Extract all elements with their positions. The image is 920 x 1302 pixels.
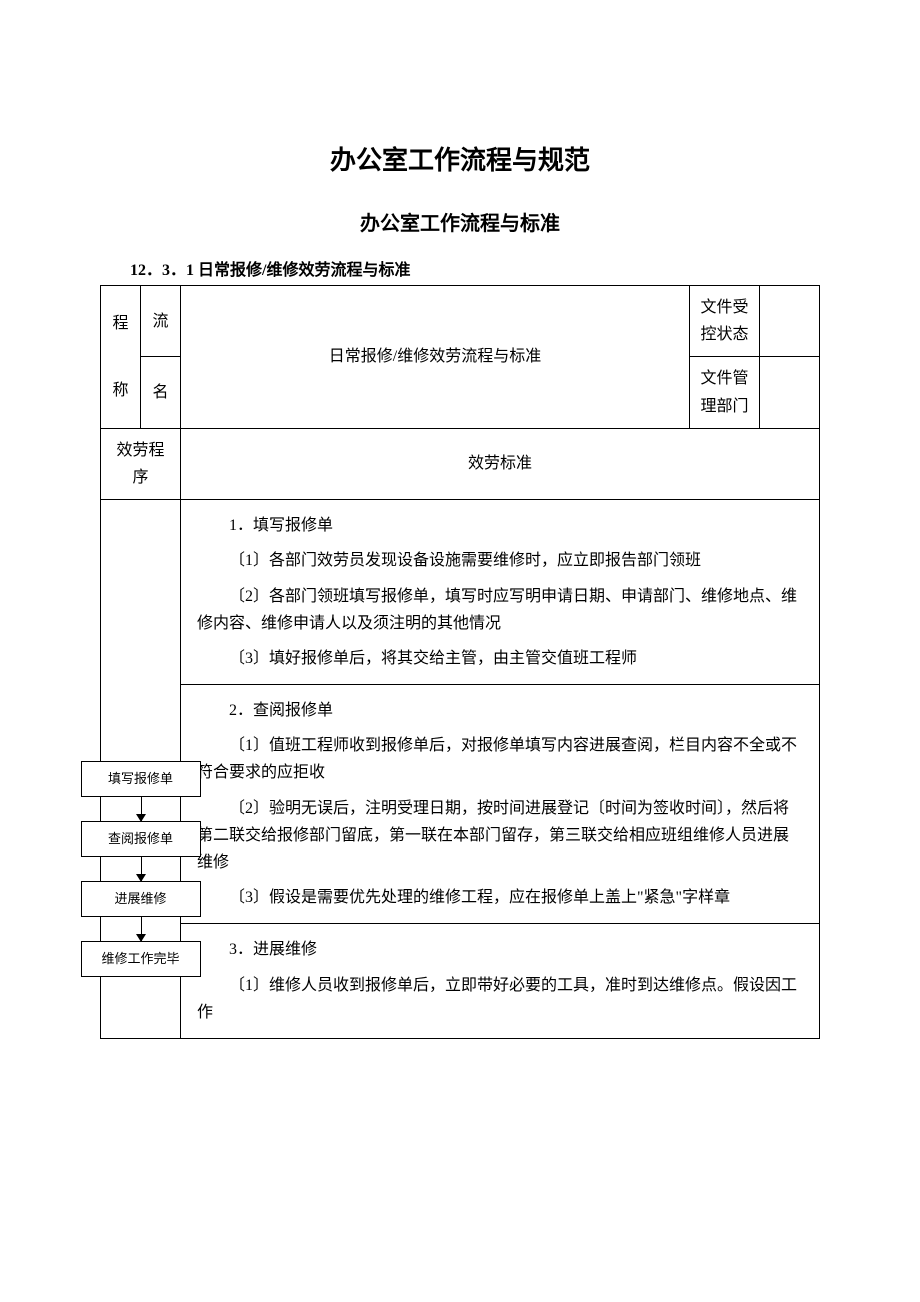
s2-item-3: 〔3〕假设是需要优先处理的维修工程，应在报修单上盖上"紧急"字样章 <box>197 884 803 911</box>
label-chen: 称 <box>111 377 130 404</box>
header-col-1: 效劳程序 <box>101 428 181 499</box>
status-2-value <box>760 357 820 428</box>
s1-item-2: 〔2〕各部门领班填写报修单，填写时应写明申请日期、申请部门、维修地点、维修内容、… <box>197 583 803 637</box>
s1-item-1: 〔1〕各部门效劳员发现设备设施需要维修时，应立即报告部门领班 <box>197 547 803 574</box>
s3-title: 3．进展维修 <box>197 936 803 963</box>
header-col-2: 效劳标准 <box>181 428 820 499</box>
flow-step-2: 查阅报修单 <box>81 821 201 857</box>
status-1-value <box>760 286 820 357</box>
s2-item-1: 〔1〕值班工程师收到报修单后，对报修单填写内容进展查阅，栏目内容不全或不符合要求… <box>197 732 803 786</box>
flow-step-3: 进展维修 <box>81 881 201 917</box>
standards-cell: 1．填写报修单 〔1〕各部门效劳员发现设备设施需要维修时，应立即报告部门领班 〔… <box>181 500 820 1039</box>
s1-item-3: 〔3〕填好报修单后，将其交给主管，由主管交值班工程师 <box>197 645 803 672</box>
row1-sub-1: 流 <box>141 286 181 357</box>
flow-arrow-1 <box>140 797 141 821</box>
main-table: 程 称 流 日常报修/维修效劳流程与标准 文件受控状态 名 文件管理部门 效劳程… <box>100 285 820 1039</box>
standard-section-1: 1．填写报修单 〔1〕各部门效劳员发现设备设施需要维修时，应立即报告部门领班 〔… <box>181 500 819 685</box>
sub-title: 办公室工作流程与标准 <box>100 207 820 236</box>
row1-sub-2: 名 <box>141 357 181 428</box>
s2-title: 2．查阅报修单 <box>197 697 803 724</box>
s3-item-1: 〔1〕维修人员收到报修单后，立即带好必要的工具，准时到达维修点。假设因工作 <box>197 972 803 1026</box>
main-title: 办公室工作流程与规范 <box>100 140 820 177</box>
flow-step-1: 填写报修单 <box>81 761 201 797</box>
flow-arrow-2 <box>140 857 141 881</box>
status-1-label: 文件受控状态 <box>690 286 760 357</box>
process-name-cell: 日常报修/维修效劳流程与标准 <box>181 286 690 429</box>
flow-diagram: 填写报修单 查阅报修单 进展维修 维修工作完毕 <box>111 561 170 977</box>
row1-outer-label: 程 称 <box>101 286 141 429</box>
section-heading: 12．3．1 日常报修/维修效劳流程与标准 <box>100 256 820 280</box>
status-2-label: 文件管理部门 <box>690 357 760 428</box>
s2-item-2: 〔2〕验明无误后，注明受理日期，按时间进展登记〔时间为签收时间〕，然后将第二联交… <box>197 795 803 877</box>
flow-diagram-cell: 填写报修单 查阅报修单 进展维修 维修工作完毕 <box>101 500 181 1039</box>
standard-section-2: 2．查阅报修单 〔1〕值班工程师收到报修单后，对报修单填写内容进展查阅，栏目内容… <box>181 685 819 924</box>
label-cheng: 程 <box>111 310 130 337</box>
flow-arrow-3 <box>140 917 141 941</box>
standard-section-3: 3．进展维修 〔1〕维修人员收到报修单后，立即带好必要的工具，准时到达维修点。假… <box>181 924 819 1038</box>
s1-title: 1．填写报修单 <box>197 512 803 539</box>
flow-step-4: 维修工作完毕 <box>81 941 201 977</box>
